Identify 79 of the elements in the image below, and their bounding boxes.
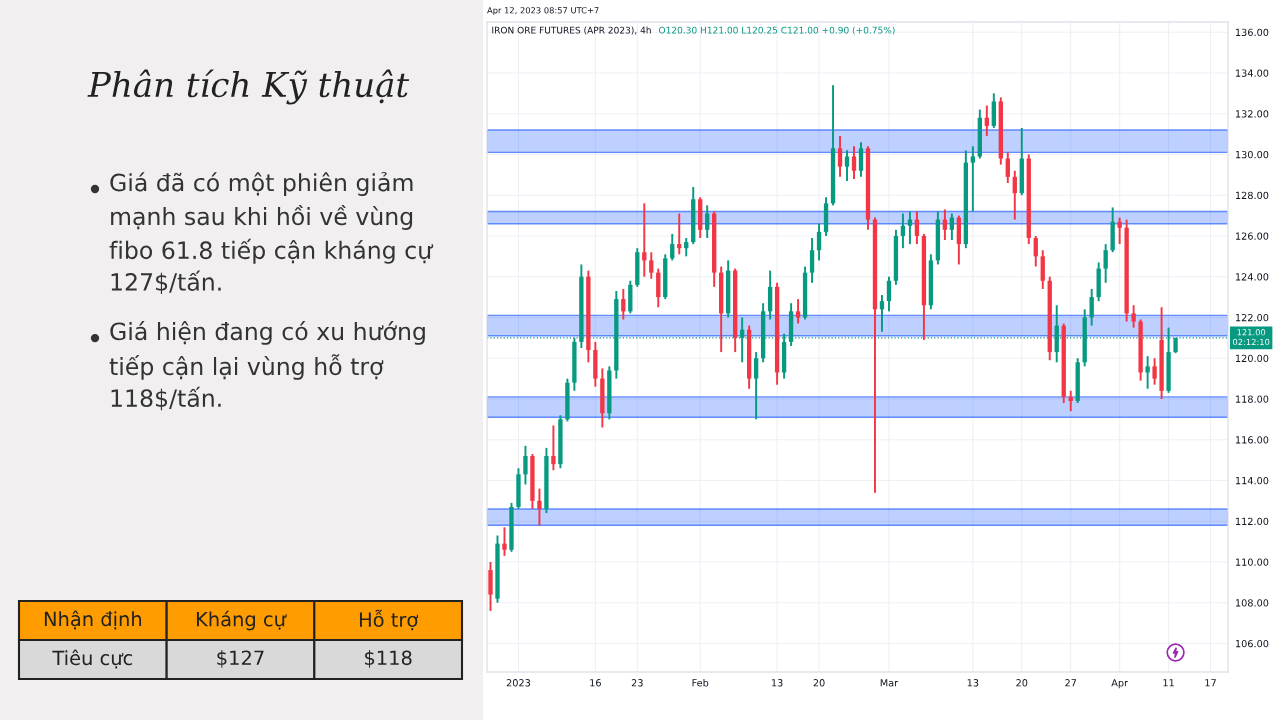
text: Phân tích Kỹ thuật [87, 69, 410, 105]
candlestick [551, 424, 556, 472]
candlestick [942, 208, 948, 241]
candlestick [984, 104, 989, 138]
chart-title: IRON ORE FUTURES (APR 2023), 4h [492, 26, 651, 35]
text: $127 [217, 650, 264, 668]
y-tick-label: 112.00 [1236, 517, 1269, 526]
candlestick [1005, 151, 1010, 184]
y-tick-label: 134.00 [1236, 69, 1269, 77]
x-tick-label: 13 [967, 679, 979, 687]
candlestick [537, 487, 542, 527]
candlestick [844, 149, 850, 182]
candlestick [907, 210, 913, 246]
candlestick [879, 294, 885, 333]
x-tick-label: 27 [1065, 679, 1077, 687]
text: $118 [365, 650, 412, 668]
x-tick-label: 17 [1205, 679, 1216, 687]
candlestick [1117, 216, 1122, 246]
chart-subtitle: O120.30 H121.00 L120.25 C121.00 +0.90 (+0.75%) [659, 26, 895, 35]
text: Hỗ trợ [359, 609, 419, 631]
candlestick [523, 444, 528, 486]
candlestick [642, 202, 647, 278]
candlestick [649, 251, 654, 280]
candlestick [1012, 169, 1017, 221]
candlestick [684, 237, 689, 258]
x-tick-label: 16 [590, 679, 601, 687]
x-tick-label: Mar [880, 679, 899, 687]
text: Tiêu cực [52, 649, 133, 669]
y-tick-label: 114.00 [1236, 476, 1269, 485]
candlestick [1103, 243, 1108, 284]
x-tick-label: 2023 [506, 679, 531, 687]
candlestick [816, 222, 822, 262]
candlestick [705, 204, 710, 239]
y-tick-label: 132.00 [1236, 110, 1269, 118]
text: Apr 12, 2023 08:57 UTC+7 [487, 7, 599, 16]
x-tick-label: 11 [1163, 679, 1174, 687]
text: Giá hiện đang có xu hướng tiếp cận lại vùng hỗ trợ 118$/tấn. [109, 321, 425, 411]
x-tick-label: 13 [771, 679, 783, 687]
candlestick [914, 210, 920, 246]
candlestick [851, 145, 857, 180]
y-tick-label: 116.00 [1236, 436, 1269, 444]
x-tick-label: 20 [813, 679, 825, 687]
x-tick-label: Apr [1111, 679, 1129, 689]
candlestick [949, 212, 955, 241]
y-tick-label: 118.00 [1236, 395, 1269, 403]
y-tick-label: 124.00 [1236, 273, 1269, 281]
y-tick-label: 108.00 [1236, 599, 1269, 607]
candlestick [502, 526, 507, 557]
candlestick [739, 316, 745, 364]
y-tick-label: 106.00 [1236, 639, 1269, 648]
y-tick-label: 128.00 [1236, 191, 1269, 200]
ref-line-label: 121.00 02:12:10 [1233, 329, 1270, 346]
candlestick [621, 287, 626, 321]
candlestick [970, 145, 976, 213]
text: Nhận định [44, 610, 142, 630]
y-tick-label: 110.00 [1236, 558, 1269, 566]
text: Giá đã có một phiên giảm mạnh sau khi hồi về vùng fibo 61.8 tiếp cận kháng cự 127$/tấn. [109, 172, 434, 295]
candlestick [753, 351, 759, 421]
candlestick [1033, 234, 1038, 268]
x-tick-label: 20 [1016, 679, 1028, 687]
candlestick [1152, 357, 1157, 386]
text: Kháng cự [196, 610, 287, 631]
y-tick-label: 120.00 [1236, 354, 1269, 363]
x-tick-label: Feb [692, 678, 709, 687]
candlestick [1131, 304, 1136, 329]
candlestick [900, 212, 906, 250]
candlestick [795, 298, 801, 325]
candlestick [670, 232, 675, 262]
candlestick [837, 135, 843, 178]
x-tick-label: 23 [631, 679, 643, 687]
candlestick [858, 141, 864, 178]
candlestick [809, 237, 815, 284]
candlestick [1089, 287, 1094, 327]
candlestick [1145, 355, 1150, 390]
candlestick [886, 275, 892, 313]
y-tick-label: 136.00 [1236, 28, 1269, 37]
y-tick-label: 126.00 [1236, 232, 1269, 240]
y-tick-label: 122.00 [1236, 313, 1269, 322]
y-tick-label: 130.00 [1236, 150, 1269, 159]
